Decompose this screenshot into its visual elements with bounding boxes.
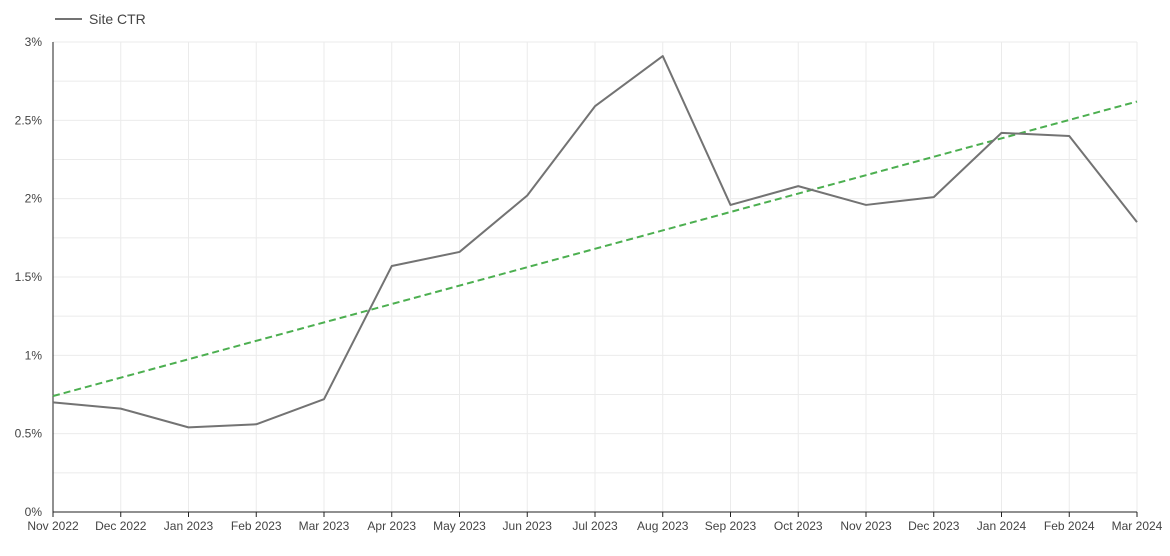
x-tick-label: Sep 2023 — [705, 519, 757, 533]
y-tick-label: 3% — [25, 35, 43, 49]
x-tick-label: Feb 2023 — [231, 519, 282, 533]
x-tick-label: Nov 2022 — [27, 519, 79, 533]
axes: 0% 0.5% 1% 1.5% 2% 2.5% 3% Nov 2022 Dec 2022 Jan … — [15, 35, 1163, 533]
grid — [53, 41, 1138, 512]
x-tick-label: Apr 2023 — [367, 519, 416, 533]
y-tick-label: 1.5% — [15, 270, 43, 284]
x-tick-label: Oct 2023 — [774, 519, 823, 533]
data-point[interactable] — [1133, 218, 1141, 226]
x-tick-label: Mar 2023 — [299, 519, 350, 533]
x-tick-label: Nov 2023 — [840, 519, 892, 533]
x-tick-label: Jan 2024 — [977, 519, 1027, 533]
legend[interactable]: Site CTR — [55, 11, 146, 27]
data-point[interactable] — [117, 405, 125, 413]
data-point[interactable] — [252, 420, 260, 428]
data-point[interactable] — [930, 193, 938, 201]
y-tick-label: 2.5% — [15, 113, 43, 127]
data-point[interactable] — [727, 201, 735, 209]
x-tick-label: Dec 2022 — [95, 519, 147, 533]
x-tick-label: Dec 2023 — [908, 519, 960, 533]
data-point[interactable] — [659, 52, 667, 60]
x-tick-label: May 2023 — [433, 519, 486, 533]
series-line-site-ctr — [52, 55, 1138, 429]
data-point[interactable] — [523, 192, 531, 200]
y-tick-label: 2% — [25, 192, 43, 206]
x-tick-label: Jun 2023 — [503, 519, 553, 533]
y-tick-label: 1% — [25, 348, 43, 362]
x-tick-label: Aug 2023 — [637, 519, 689, 533]
x-tick-label: Jan 2023 — [164, 519, 214, 533]
data-point[interactable] — [591, 102, 599, 110]
data-point[interactable] — [388, 262, 396, 270]
series-layer — [49, 52, 1141, 431]
trendline — [52, 100, 1138, 398]
y-tick-label: 0% — [25, 505, 43, 519]
y-tick-label: 0.5% — [15, 427, 43, 441]
x-tick-label: Jul 2023 — [572, 519, 618, 533]
data-point[interactable] — [185, 423, 193, 431]
data-point[interactable] — [998, 129, 1006, 137]
x-tick-label: Feb 2024 — [1044, 519, 1095, 533]
x-tick-label: Mar 2024 — [1112, 519, 1163, 533]
data-point[interactable] — [862, 201, 870, 209]
data-point[interactable] — [456, 248, 464, 256]
data-point[interactable] — [49, 398, 57, 406]
data-point[interactable] — [320, 395, 328, 403]
data-point[interactable] — [1065, 132, 1073, 140]
data-point[interactable] — [794, 182, 802, 190]
legend-label[interactable]: Site CTR — [89, 11, 146, 27]
